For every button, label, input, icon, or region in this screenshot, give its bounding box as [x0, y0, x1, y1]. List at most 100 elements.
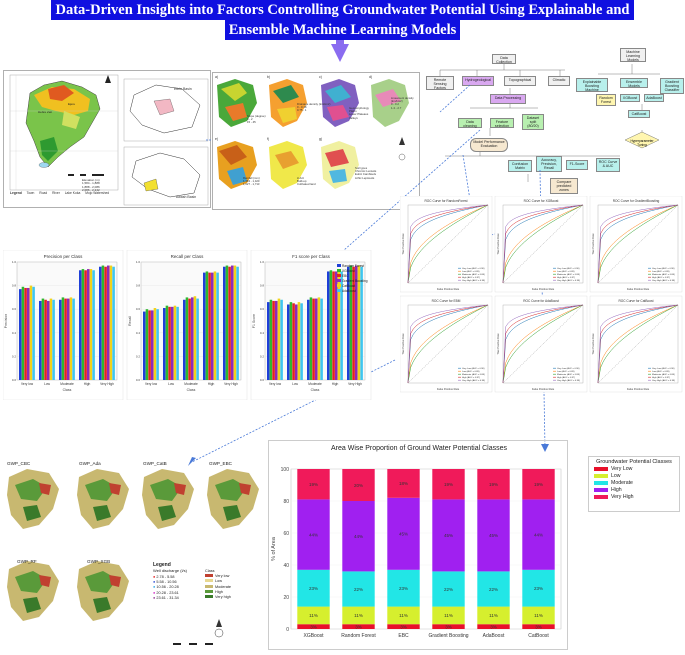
roc-legend-label: Very High (AUC = 0.98): [557, 379, 580, 382]
flow-feature-selection: Feature selection: [490, 118, 514, 128]
geomorphology-class: Valleys: [349, 115, 358, 120]
roc-x-label: False Positive Rate: [437, 387, 460, 391]
flow-confusion: Confusion Matrix: [508, 160, 532, 172]
legend-swatch: [337, 289, 341, 292]
x-tick-label: Low: [292, 382, 299, 386]
legend-river: River: [52, 191, 60, 195]
soil-title: Soil types: [355, 166, 368, 170]
y-tick-label: 0.4: [12, 331, 17, 335]
bar: [269, 299, 273, 380]
roc-curve: [407, 204, 489, 284]
roc-curve: [597, 204, 679, 284]
bar: [357, 265, 361, 380]
bar: [275, 300, 278, 380]
roc-curve: [407, 304, 489, 384]
roc-legend-label: Very Low (AUC = 0.96): [462, 267, 485, 270]
bar: [340, 271, 343, 380]
roc-legend-label: Very High (AUC = 0.98): [462, 279, 485, 282]
roc-x-label: False Positive Rate: [532, 287, 555, 291]
roc-curve: [502, 304, 584, 384]
north-arrow-icon: [399, 137, 405, 145]
stacked-bar-segment: [477, 469, 510, 500]
stacked-bar-segment: [432, 571, 465, 607]
bar: [171, 306, 174, 380]
x-tick-label: Very High: [348, 382, 362, 386]
roc-curve: [407, 304, 489, 384]
bar: [236, 266, 239, 380]
y-tick-label: 0.6: [12, 307, 17, 311]
flow-roc: ROC Curve & AUC: [596, 158, 620, 172]
bar: [41, 298, 45, 380]
geomorphology-legend: Geomorphology Plains Lower Plateaus Vall…: [349, 106, 369, 120]
geomorphology-class: Lower Plateaus: [349, 112, 369, 117]
area-legend-title: Groundwater Potential Classes: [596, 459, 672, 465]
factor-maps-panel: a) b) c) d) e) f) g) Slope (degree) 0 - …: [212, 72, 420, 210]
roc-panel-title: ROC Curve for EBM: [432, 299, 461, 303]
data-label: 44%: [534, 532, 543, 537]
area-legend-item: Very High: [594, 494, 677, 500]
flow-explainable: Explainable Boosting Machine: [576, 78, 608, 92]
class-label: Low: [215, 579, 222, 584]
gwp-name-catb: GWP_CatB: [143, 461, 167, 466]
factor-label-c: c): [319, 75, 322, 79]
x-tick-label: Low: [44, 382, 51, 386]
bar: [163, 308, 166, 380]
roc-legend-label: Very Low (AUC = 0.96): [557, 267, 580, 270]
flow-ensemble: Ensemble Models: [620, 78, 648, 88]
bar: [32, 286, 35, 380]
y-tick-label: 0.8: [136, 284, 141, 288]
roc-legend-label: High (AUC = 0.97): [557, 276, 575, 279]
bar: [21, 286, 25, 380]
area-legend-item: Low: [594, 473, 677, 479]
flow-data-processing: Data Processing: [490, 94, 526, 104]
roc-curve: [407, 204, 489, 284]
roc-curve: [597, 304, 679, 384]
slope-class: 0 - 2: [247, 117, 253, 122]
stacked-bar-segment: [342, 501, 375, 572]
roc-diagonal: [407, 204, 489, 284]
bar: [211, 272, 214, 380]
bar: [193, 296, 197, 380]
y-tick-label: 0: [286, 627, 289, 633]
area-legend-label: Moderate: [611, 480, 633, 486]
flow-xgb: XGBoost: [620, 94, 640, 102]
bar: [213, 271, 217, 380]
data-label: 11%: [399, 613, 408, 618]
stacked-bar-segment: [522, 606, 555, 625]
area-legend-item: Very Low: [594, 466, 677, 472]
stacked-bar-segment: [522, 624, 555, 629]
bar: [300, 303, 303, 380]
gwp-map-ada: [77, 469, 129, 529]
bar: [349, 265, 353, 380]
area-legend-item: Moderate: [594, 480, 677, 486]
flow-hydrogeological: Hydrogeological: [462, 76, 494, 86]
flow-model-eval: Model Performance Evaluation: [470, 138, 508, 152]
bar: [99, 266, 102, 380]
bar: [67, 298, 70, 380]
roc-panel-title: ROC Curve for GradientBoosting: [613, 199, 660, 203]
roc-x-label: False Positive Rate: [627, 287, 650, 291]
bar: [27, 287, 30, 380]
x-axis-label: Class: [187, 388, 196, 392]
y-tick-label: 0.8: [260, 284, 265, 288]
roc-legend-label: High (AUC = 0.97): [462, 376, 480, 379]
well-class: ● 10.56 - 20.28: [153, 585, 179, 590]
metric-chart-title: Recall per Class: [171, 254, 205, 259]
class-item: Very low: [205, 574, 259, 579]
x-tick-label: Random Forest: [341, 633, 376, 639]
legend-town: Town: [26, 191, 35, 195]
roc-curve: [502, 304, 584, 384]
data-label: 3%: [445, 624, 452, 629]
flow-topographical: Topographical: [504, 76, 536, 86]
legend-label: XGBoost: [342, 269, 355, 273]
factor-label-b: b): [267, 75, 271, 79]
soil-legend: Soil types Chromic Luvisols Eutric Cambi…: [355, 166, 376, 180]
bar: [87, 269, 90, 380]
well-class: ● 23.61 - 31.34: [153, 595, 179, 600]
class-label: Very low: [215, 574, 230, 579]
bar: [151, 310, 154, 380]
bar: [196, 298, 199, 380]
bar: [89, 269, 93, 380]
x-tick-label: EBC: [398, 633, 409, 639]
bar: [156, 309, 159, 380]
